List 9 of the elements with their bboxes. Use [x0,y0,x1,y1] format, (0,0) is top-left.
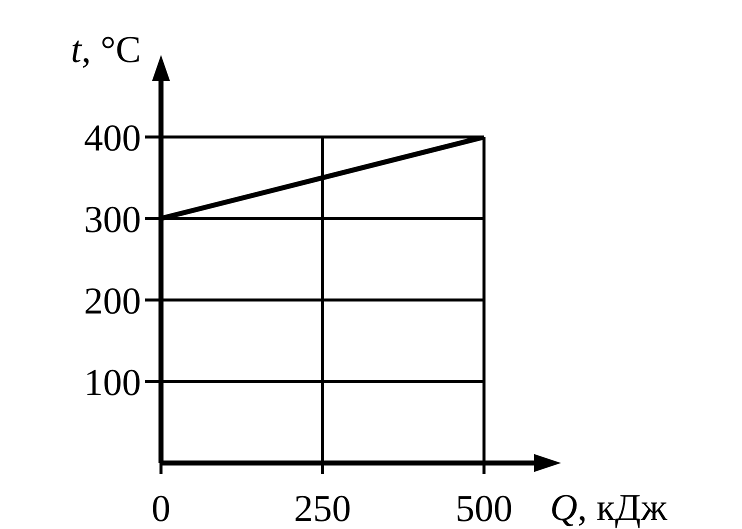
y-tick-label: 400 [84,117,141,160]
x-axis-title: Q, кДж [550,487,668,529]
x-tick-label: 0 [152,488,170,529]
y-tick-label: 200 [84,280,141,322]
y-tick-label: 100 [84,362,141,404]
y-tick-label: 300 [84,198,141,241]
x-tick-label: 500 [456,488,512,529]
y-axis-title: t, °C [70,29,141,71]
x-tick-label: 250 [294,488,351,529]
